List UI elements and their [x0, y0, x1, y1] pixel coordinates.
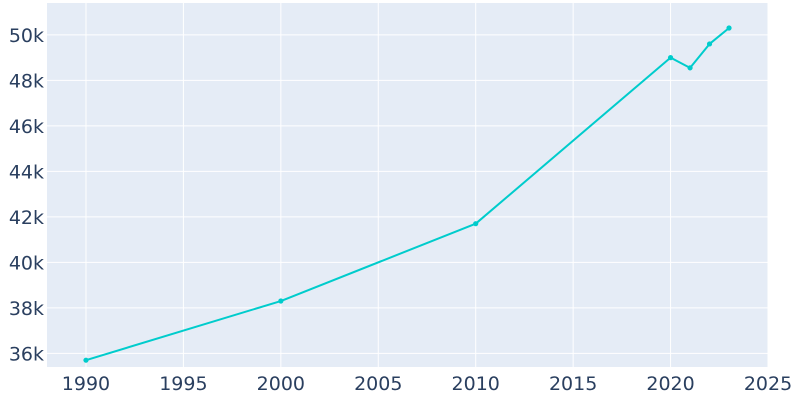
- y-tick-label: 50k: [9, 25, 44, 47]
- data-point: [83, 357, 89, 363]
- y-tick-label: 36k: [9, 343, 44, 365]
- y-axis-tick-labels: 36k 38k 40k 42k 44k 46k 48k 50k: [9, 25, 44, 366]
- grid-lines: [47, 3, 769, 367]
- data-point: [473, 221, 479, 227]
- data-point: [667, 55, 674, 61]
- y-tick-label: 38k: [9, 298, 44, 320]
- y-tick-label: 44k: [9, 161, 44, 183]
- x-tick-label: 1995: [159, 373, 207, 395]
- y-tick-label: 40k: [9, 252, 44, 274]
- x-tick-label: 2010: [452, 373, 500, 395]
- data-point: [726, 25, 732, 31]
- x-tick-label: 1990: [62, 373, 110, 395]
- x-tick-label: 2005: [354, 373, 402, 395]
- plot-area: [47, 3, 768, 367]
- data-point: [687, 65, 693, 71]
- x-axis-tick-labels: 1990 1995 2000 2005 2010 2015 2020 2025: [62, 373, 792, 395]
- x-tick-label: 2020: [646, 373, 694, 395]
- data-point: [706, 41, 713, 47]
- y-tick-label: 46k: [9, 116, 44, 138]
- y-tick-label: 48k: [9, 70, 44, 92]
- data-point: [278, 298, 284, 304]
- x-tick-label: 2000: [257, 373, 305, 395]
- y-tick-label: 42k: [9, 207, 44, 229]
- x-tick-label: 2015: [549, 373, 597, 395]
- x-tick-label: 2025: [744, 373, 792, 395]
- series-layer: [83, 25, 732, 363]
